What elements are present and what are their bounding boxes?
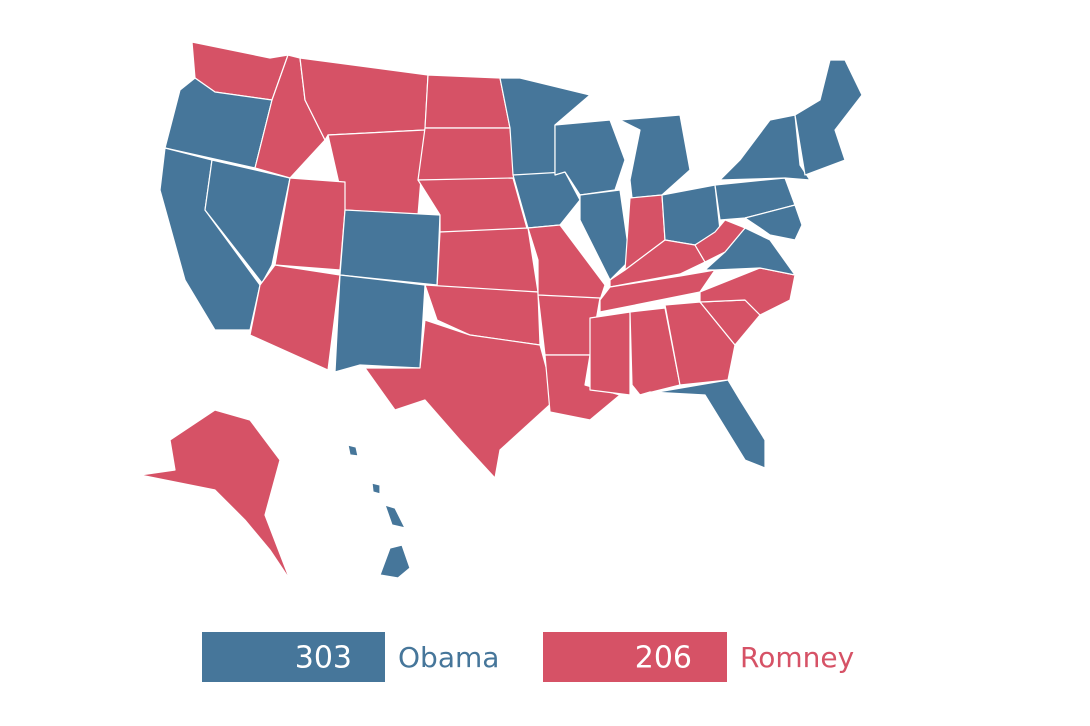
state — [334, 274, 426, 373]
state — [139, 409, 291, 581]
state — [249, 264, 341, 371]
state — [436, 227, 539, 293]
state — [719, 114, 811, 181]
legend-value: 206 — [635, 641, 692, 676]
legend-value: 303 — [295, 641, 352, 676]
state — [339, 209, 441, 286]
state — [379, 544, 411, 579]
state — [744, 204, 803, 241]
state — [364, 319, 556, 479]
state — [424, 74, 511, 129]
state — [204, 159, 291, 284]
legend-swatch — [202, 632, 385, 682]
legend-label: Romney — [740, 641, 854, 674]
state — [347, 444, 359, 457]
state — [629, 307, 681, 396]
state — [639, 379, 766, 469]
state — [371, 482, 381, 495]
legend: 303 Obama 206 Romney — [202, 632, 854, 682]
legend-swatch — [543, 632, 727, 682]
state — [664, 301, 736, 386]
state — [299, 57, 429, 141]
state — [794, 59, 863, 176]
state — [417, 127, 516, 181]
alaska-hawaii — [139, 409, 411, 581]
state — [384, 504, 406, 529]
legend-label: Obama — [398, 641, 499, 674]
state — [619, 114, 691, 199]
state — [589, 311, 631, 396]
state — [694, 219, 746, 263]
contiguous-states — [159, 41, 863, 479]
